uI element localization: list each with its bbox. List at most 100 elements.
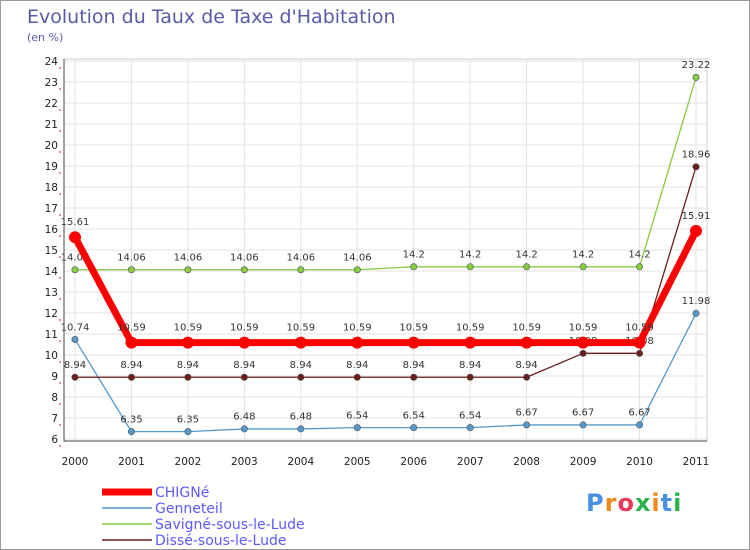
- logo-letter: i: [673, 489, 683, 517]
- x-tick-label: 2000: [62, 456, 89, 468]
- data-label-chign-: 15.91: [682, 211, 711, 222]
- x-tick-label: 2007: [457, 456, 484, 468]
- data-label-chign-: 10.59: [512, 323, 541, 334]
- legend-label: Genneteil: [155, 501, 223, 517]
- data-point-diss-sous-le-lude: [353, 373, 361, 381]
- data-label-chign-: 10.59: [569, 323, 598, 334]
- x-tick-label: 2011: [683, 456, 710, 468]
- data-label-genneteil: 6.67: [572, 408, 594, 419]
- data-label-chign-: 10.59: [456, 323, 485, 334]
- data-point-diss-sous-le-lude: [297, 373, 305, 381]
- data-label-chign-: 10.59: [399, 323, 428, 334]
- x-tick-label: 2002: [175, 456, 202, 468]
- data-label-diss-sous-le-lude: 8.94: [233, 360, 255, 371]
- data-point-chign-: [633, 336, 646, 349]
- y-tick-label: 14: [45, 266, 59, 278]
- data-point-diss-sous-le-lude: [636, 349, 644, 357]
- y-tick-label: 20: [45, 140, 58, 152]
- data-point-savign-sous-le-lude: [127, 266, 135, 274]
- x-tick-label: 2006: [400, 456, 427, 468]
- data-point-chign-: [351, 336, 364, 349]
- y-tick-label: 17: [45, 203, 58, 215]
- data-point-chign-: [294, 336, 307, 349]
- x-tick-label: 2003: [231, 456, 258, 468]
- data-point-savign-sous-le-lude: [636, 263, 644, 271]
- y-tick-label: 13: [45, 287, 58, 299]
- data-label-savign-sous-le-lude: 14.06: [174, 253, 203, 264]
- data-label-diss-sous-le-lude: 8.94: [459, 360, 481, 371]
- y-tick-label: 21: [45, 119, 58, 131]
- data-point-genneteil: [410, 424, 418, 432]
- data-label-genneteil: 10.74: [61, 322, 90, 333]
- logo-letter: i: [651, 489, 661, 517]
- data-point-diss-sous-le-lude: [71, 373, 79, 381]
- data-label-savign-sous-le-lude: 14.2: [403, 250, 425, 261]
- data-point-diss-sous-le-lude: [579, 349, 587, 357]
- data-point-genneteil: [636, 421, 644, 429]
- data-label-genneteil: 6.54: [346, 410, 368, 421]
- series-line-genneteil: [74, 313, 697, 433]
- data-point-chign-: [577, 336, 590, 349]
- data-label-savign-sous-le-lude: 14.06: [117, 253, 146, 264]
- data-point-chign-: [69, 231, 81, 244]
- x-tick-label: 2010: [626, 456, 653, 468]
- legend-label: Savigné-sous-le-Lude: [155, 517, 305, 533]
- data-point-genneteil: [240, 425, 248, 433]
- data-point-chign-: [181, 336, 194, 349]
- x-tick-label: 2005: [344, 456, 371, 468]
- chart-subtitle: (en %): [27, 31, 64, 44]
- data-point-diss-sous-le-lude: [127, 373, 135, 381]
- data-point-genneteil: [71, 335, 79, 343]
- data-point-savign-sous-le-lude: [353, 266, 361, 274]
- data-label-genneteil: 11.98: [682, 296, 711, 307]
- data-point-savign-sous-le-lude: [240, 266, 248, 274]
- data-point-diss-sous-le-lude: [692, 163, 700, 171]
- data-label-chign-: 10.59: [286, 323, 315, 334]
- logo-letter: P: [586, 489, 605, 517]
- x-tick-label: 2004: [287, 456, 314, 468]
- data-label-savign-sous-le-lude: 23.22: [682, 60, 711, 71]
- x-tick-label: 2009: [570, 456, 597, 468]
- data-label-chign-: 10.59: [625, 323, 654, 334]
- data-point-chign-: [520, 336, 533, 349]
- logo-letter: o: [617, 489, 635, 517]
- y-tick-label: 6: [51, 434, 58, 446]
- data-point-genneteil: [353, 424, 361, 432]
- y-tick-label: 15: [45, 245, 58, 257]
- logo-letter: r: [604, 489, 618, 517]
- data-label-savign-sous-le-lude: 14.06: [61, 253, 90, 264]
- data-label-genneteil: 6.48: [233, 412, 255, 423]
- data-point-savign-sous-le-lude: [410, 263, 418, 271]
- data-label-chign-: 10.59: [117, 323, 146, 334]
- data-point-genneteil: [127, 428, 135, 436]
- data-label-diss-sous-le-lude: 8.94: [290, 360, 312, 371]
- data-label-chign-: 10.59: [343, 323, 372, 334]
- data-point-chign-: [125, 336, 138, 349]
- data-label-chign-: 10.59: [174, 323, 203, 334]
- data-label-diss-sous-le-lude: 8.94: [516, 360, 538, 371]
- legend-label: Dissé-sous-le-Lude: [155, 533, 286, 549]
- data-label-genneteil: 6.67: [628, 408, 650, 419]
- data-label-savign-sous-le-lude: 14.06: [230, 253, 259, 264]
- data-point-genneteil: [466, 424, 474, 432]
- data-point-genneteil: [579, 421, 587, 429]
- data-label-genneteil: 6.67: [516, 408, 538, 419]
- x-tick-label: 2008: [513, 456, 540, 468]
- data-label-diss-sous-le-lude: 8.94: [120, 360, 142, 371]
- x-tick-label: 2001: [118, 456, 145, 468]
- data-point-savign-sous-le-lude: [71, 266, 79, 274]
- data-point-chign-: [238, 336, 251, 349]
- data-point-diss-sous-le-lude: [240, 373, 248, 381]
- data-point-savign-sous-le-lude: [692, 73, 700, 81]
- data-point-genneteil: [297, 425, 305, 433]
- data-point-savign-sous-le-lude: [184, 266, 192, 274]
- y-tick-label: 7: [51, 413, 58, 425]
- data-point-genneteil: [184, 428, 192, 436]
- data-point-genneteil: [692, 309, 700, 317]
- data-label-chign-: 10.59: [230, 323, 259, 334]
- logo-letter: t: [660, 489, 674, 517]
- data-label-diss-sous-le-lude: 8.94: [403, 360, 425, 371]
- y-tick-label: 8: [51, 392, 58, 404]
- proxiti-logo: Proxiti: [586, 489, 682, 517]
